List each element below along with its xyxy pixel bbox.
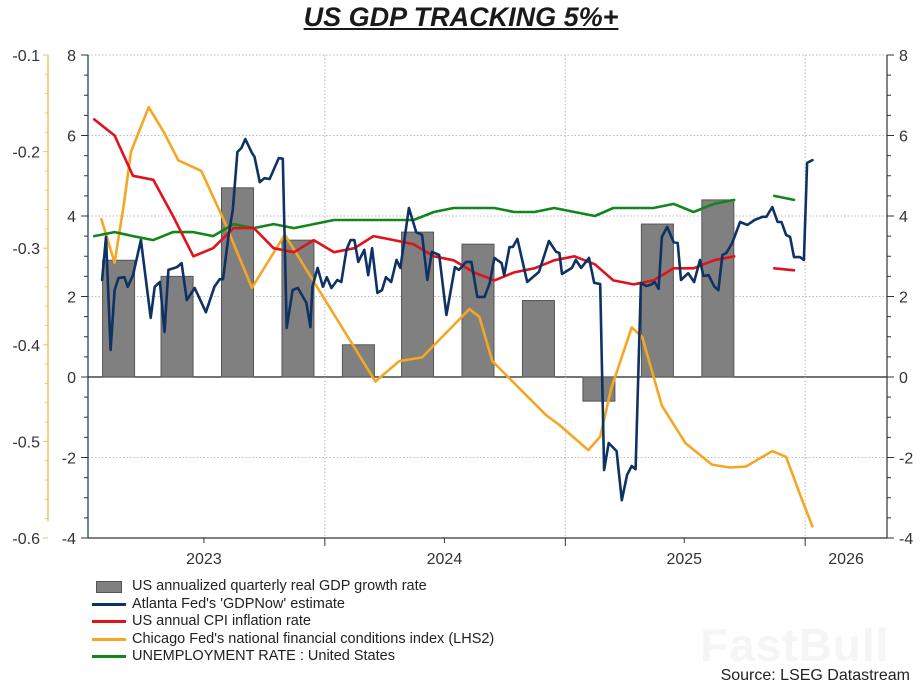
series-line-segment xyxy=(772,266,796,272)
legend-swatch xyxy=(92,602,126,606)
legend-item: US annualized quarterly real GDP growth … xyxy=(92,578,494,596)
y-tick-label-secondary: -0.2 xyxy=(12,145,40,162)
y-tick-label-left: 2 xyxy=(67,290,76,307)
series-us-annual-cpi-inflation-rate xyxy=(92,118,796,286)
legend-label: US annual CPI inflation rate xyxy=(132,613,311,629)
axes: 8 6 4 2 0 -2 -4 8 6 4 2 0 -2 -4 -0.1 -0.2 -0.3 -0.4 -0.5 -0… xyxy=(12,48,913,568)
y-tick-label-left: 8 xyxy=(67,48,76,65)
legend-item: Chicago Fed's national financial conditi… xyxy=(92,631,494,649)
series-unemployment-rate-united-states xyxy=(92,194,796,242)
y-tick-label-right: 8 xyxy=(899,48,908,65)
series-line-segment xyxy=(100,105,814,528)
legend: US annualized quarterly real GDP growth … xyxy=(92,578,494,666)
gdp-bars xyxy=(102,187,735,402)
x-tick-label: 2024 xyxy=(427,551,463,568)
legend-label: Chicago Fed's national financial conditi… xyxy=(132,630,495,647)
legend-item: US annual CPI inflation rate xyxy=(92,613,494,631)
y-tick-label-secondary: -0.6 xyxy=(12,531,40,548)
legend-label: UNEMPLOYMENT RATE : United States xyxy=(132,648,395,664)
legend-item: UNEMPLOYMENT RATE : United States xyxy=(92,648,494,666)
legend-swatch xyxy=(92,620,126,624)
chart-title: US GDP TRACKING 5%+ xyxy=(303,2,619,32)
series-line-segment xyxy=(92,118,736,286)
y-tick-label-secondary: -0.4 xyxy=(12,338,40,355)
series-lines xyxy=(92,105,814,528)
y-tick-label-secondary: -0.5 xyxy=(12,434,40,451)
gdp-bar-2023-Q3 xyxy=(221,187,255,378)
x-tick-label: 2025 xyxy=(666,551,702,568)
gdp-bar-2024-Q4 xyxy=(521,300,555,378)
y-tick-label-left: -2 xyxy=(62,451,76,468)
y-tick-label-right: 0 xyxy=(899,370,908,387)
legend-label: US annualized quarterly real GDP growth … xyxy=(132,578,427,594)
y-tick-label-secondary: -0.1 xyxy=(12,48,40,65)
series-line-segment xyxy=(772,194,796,202)
y-tick-label-right: 6 xyxy=(899,129,908,146)
y-tick-label-secondary: -0.3 xyxy=(12,241,40,258)
y-tick-label-right: -4 xyxy=(899,531,913,548)
legend-swatch xyxy=(92,655,126,659)
series-atlanta-fed-s-gdpnow-estimate xyxy=(100,137,814,502)
legend-label: Atlanta Fed's 'GDPNow' estimate xyxy=(132,595,345,612)
source-note: Source: LSEG Datastream xyxy=(720,667,910,684)
watermark-logo: FastBull xyxy=(700,619,890,671)
legend-swatch xyxy=(92,580,126,593)
y-tick-label-right: 2 xyxy=(899,290,908,307)
y-tick-label-right: -2 xyxy=(899,451,913,468)
y-tick-label-right: 4 xyxy=(899,209,908,226)
series-line-segment xyxy=(100,137,814,502)
x-tick-label: 2023 xyxy=(186,551,222,568)
legend-swatch xyxy=(92,637,126,641)
y-tick-label-left: 4 xyxy=(67,209,76,226)
x-tick-label: 2026 xyxy=(828,551,864,568)
legend-item: Atlanta Fed's 'GDPNow' estimate xyxy=(92,596,494,614)
series-chicago-fed-s-national-financial-conditions-index-lhs2- xyxy=(100,105,814,528)
y-tick-label-left: 6 xyxy=(67,129,76,146)
y-tick-label-left: -4 xyxy=(62,531,76,548)
y-tick-label-left: 0 xyxy=(67,370,76,387)
